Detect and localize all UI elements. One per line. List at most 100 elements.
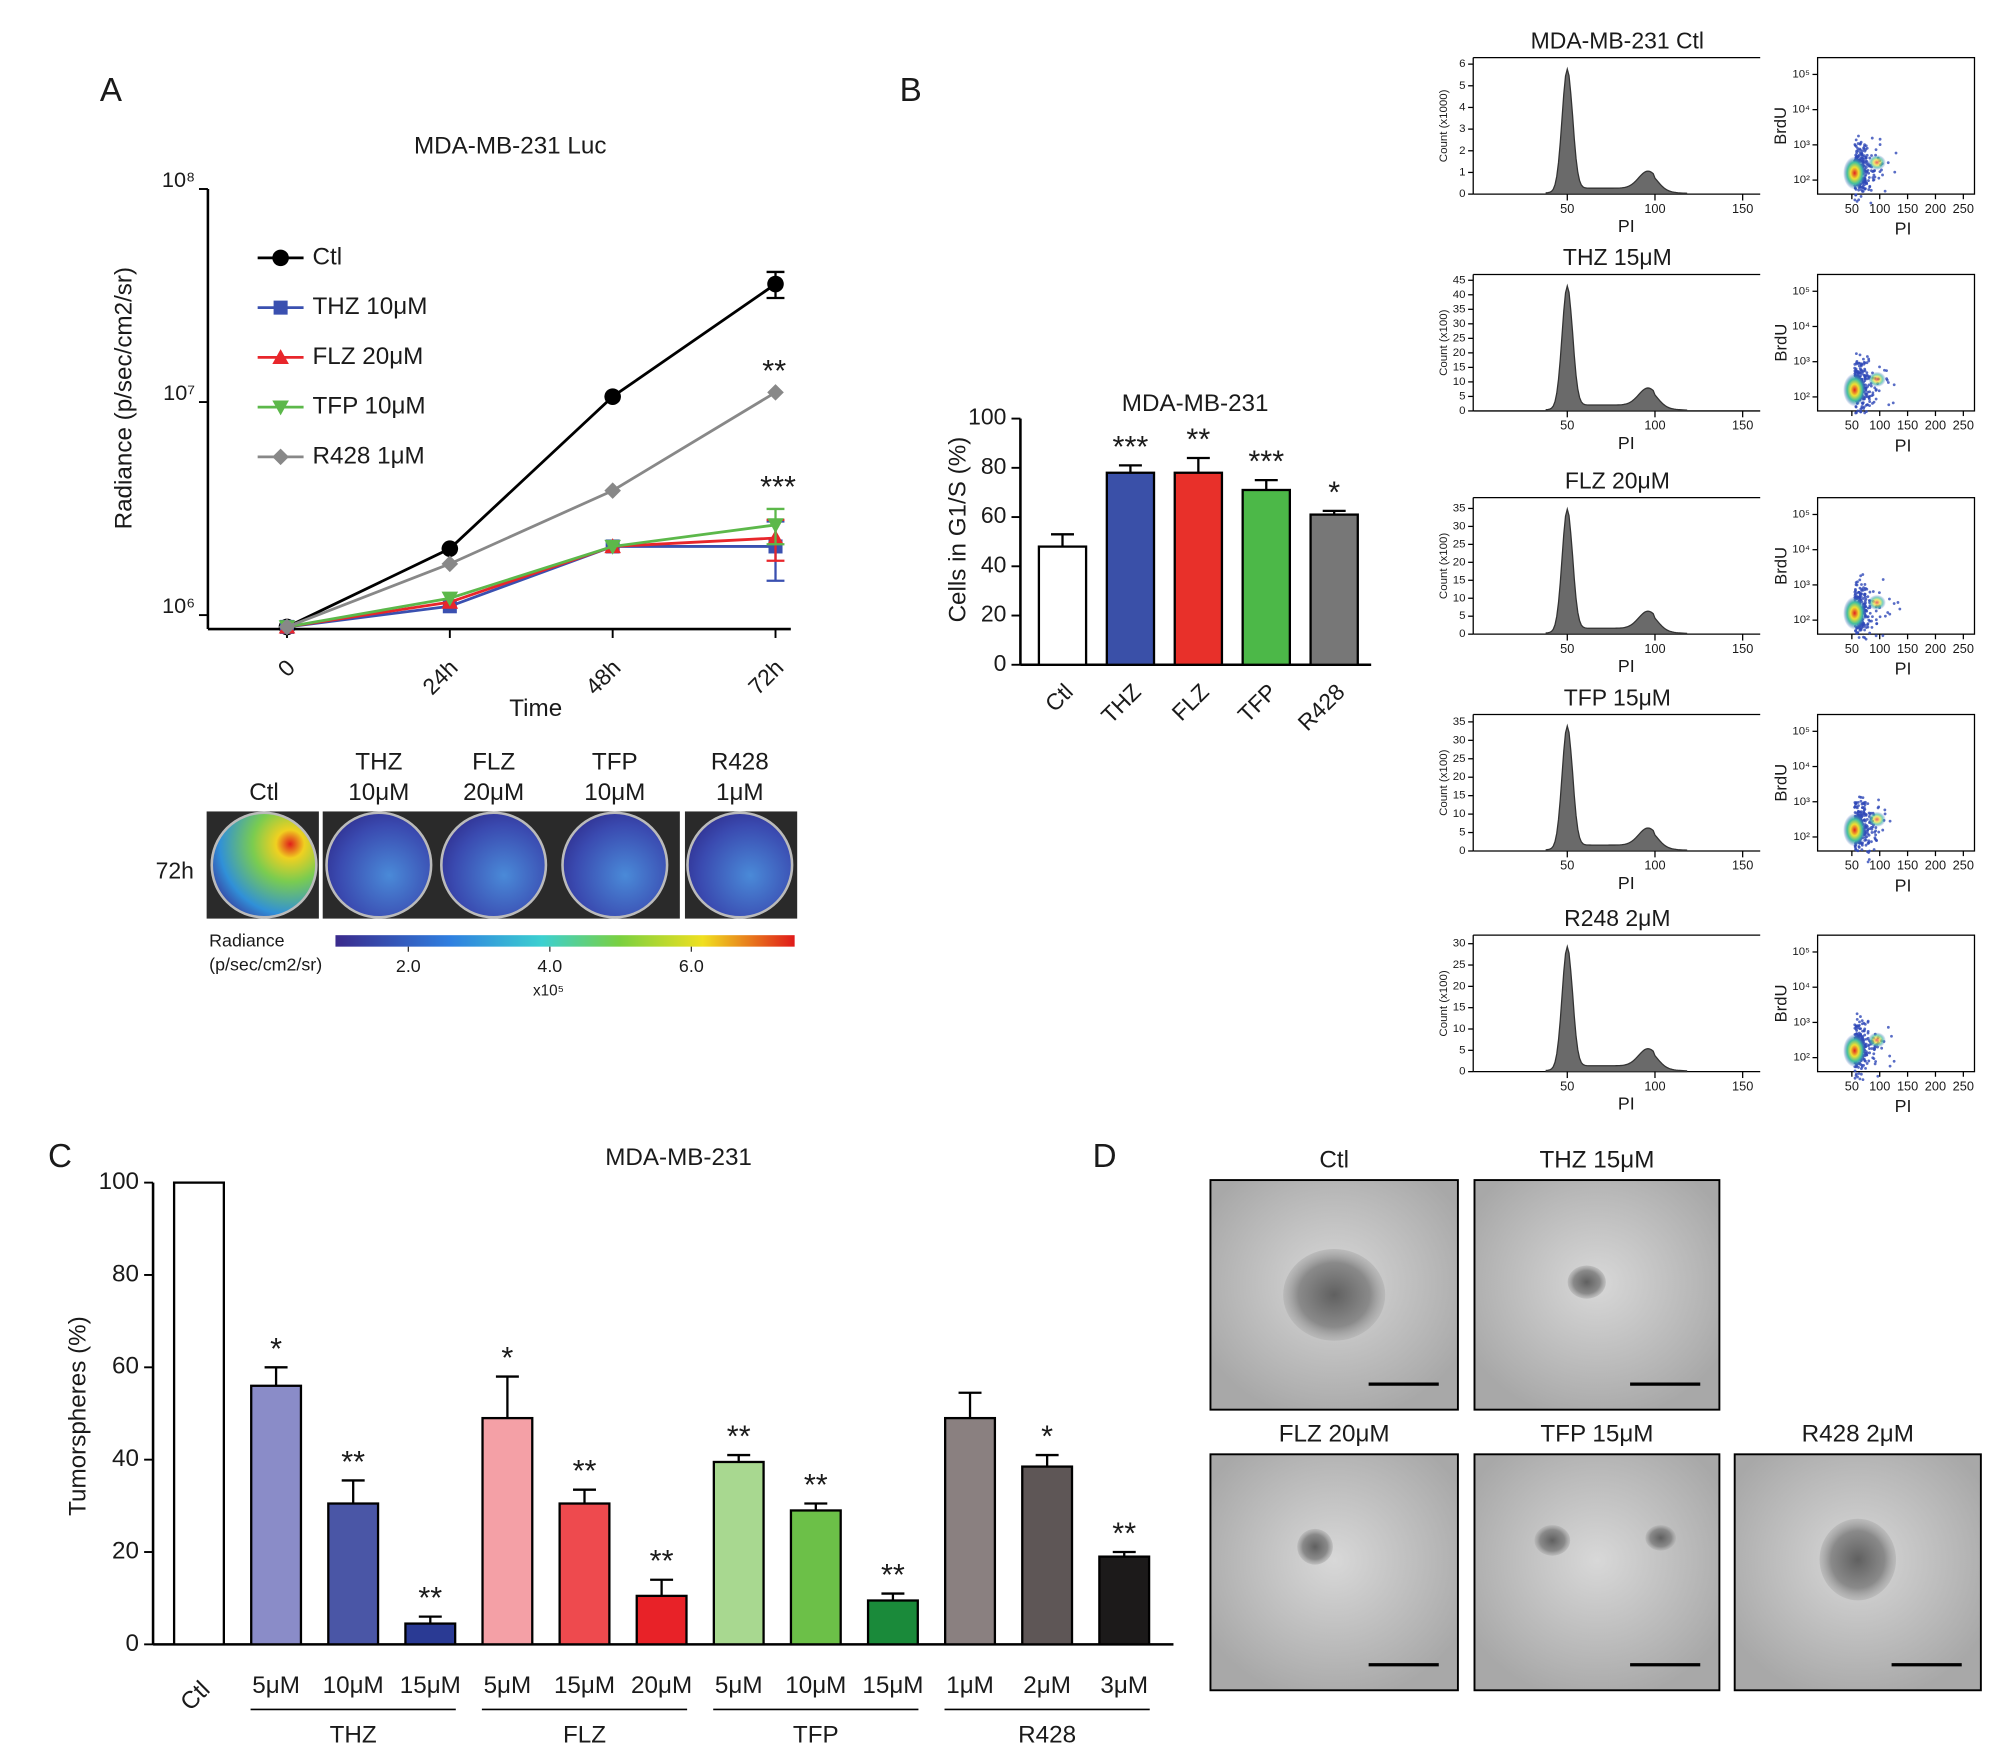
image-label: R428 2μM: [1802, 1421, 1914, 1448]
y-axis-label: Tumorspheres (%): [64, 1316, 91, 1516]
scatter-dot: [1874, 397, 1878, 401]
scatter-y-tick-label: 10³: [1793, 796, 1810, 808]
scatter-dot: [1864, 819, 1867, 823]
scatter-dot: [1870, 840, 1873, 844]
x-tick-label: 5μM: [484, 1672, 532, 1699]
bar: [1105, 471, 1156, 666]
scatter-y-label: BrdU: [1771, 764, 1790, 802]
colorbar-unit: x10⁵: [533, 982, 564, 999]
scatter-dot: [1859, 410, 1862, 414]
scatter-dot: [1876, 1074, 1880, 1078]
scatter-dot: [1856, 1026, 1860, 1030]
scatter-dot: [1871, 178, 1875, 182]
chart-title: MDA-MB-231 Luc: [414, 132, 606, 159]
panel-label: D: [1093, 1138, 1117, 1175]
scatter-dot: [1893, 170, 1897, 174]
histogram-shape: [1545, 506, 1688, 635]
scatter-dot: [1868, 400, 1872, 404]
scatter-core: [1868, 371, 1886, 387]
hist-y-tick-label: 3: [1459, 123, 1465, 135]
scatter-dot: [1862, 357, 1865, 361]
x-tick-label: 1μM: [946, 1672, 994, 1699]
hist-x-tick-label: 150: [1732, 201, 1753, 216]
scatter-x-tick-label: 50: [1845, 858, 1859, 873]
hist-y-tick-label: 0: [1459, 188, 1465, 200]
scatter-dot: [1888, 612, 1892, 616]
marker: [272, 349, 289, 365]
scatter-dot: [1864, 1059, 1867, 1063]
scatter-dot: [1861, 184, 1865, 188]
scatter-dot: [1872, 1052, 1876, 1056]
bar: [1021, 1465, 1074, 1646]
significance: **: [418, 1581, 442, 1615]
hist-y-tick-label: 5: [1459, 827, 1465, 839]
significance: *: [501, 1341, 513, 1375]
sphere-image: [1209, 1179, 1459, 1411]
y-tick-label: 60: [112, 1353, 139, 1380]
scatter-y-label: BrdU: [1771, 547, 1790, 585]
hist-y-label: Count (x100): [1438, 309, 1450, 375]
scatter-dot: [1867, 839, 1871, 843]
x-tick-label: Ctl: [175, 1676, 215, 1716]
x-tick-label: 15μM: [862, 1672, 923, 1699]
scatter-dot: [1860, 153, 1864, 157]
error-bar: [1118, 464, 1142, 473]
hist-y-tick-label: 5: [1459, 1044, 1465, 1056]
bar: [944, 1416, 997, 1646]
scatter-dot: [1892, 1059, 1896, 1063]
scatter-dot: [1861, 370, 1865, 373]
scatter-dot: [1863, 411, 1867, 415]
hist-x-tick-label: 150: [1732, 1078, 1753, 1093]
scatter-frame: [1816, 56, 1976, 195]
scatter-dot: [1855, 1012, 1859, 1016]
hist-y-tick-label: 4: [1459, 101, 1466, 113]
scatter-dot: [1861, 1078, 1865, 1081]
row-label: 72h: [156, 858, 194, 884]
y-axis-label: Radiance (p/sec/cm2/sr): [110, 267, 137, 529]
scatter-dot: [1878, 143, 1882, 146]
hist-y-tick-label: 5: [1459, 610, 1465, 622]
scatter-dot: [1857, 1072, 1861, 1075]
y-axis-label: Cells in G1/S (%): [945, 437, 972, 623]
scatter-x-tick-label: 150: [1897, 1078, 1918, 1093]
flow-title: MDA-MB-231 Ctl: [1531, 27, 1704, 53]
scatter-dot: [1853, 362, 1857, 366]
scatter-dot: [1896, 601, 1900, 604]
annotation: **: [762, 354, 786, 388]
scatter-dot: [1854, 847, 1858, 851]
y-tick-label: 10⁶: [162, 593, 195, 618]
bar: [1309, 513, 1359, 666]
series-line: [286, 545, 776, 629]
error-bar: [418, 1615, 442, 1624]
panel-label: A: [100, 72, 123, 109]
scatter-y-tick-label: 10⁵: [1792, 725, 1810, 737]
scatter-dot: [1867, 396, 1871, 400]
flow-title: TFP 15μM: [1564, 684, 1671, 710]
error-bar: [650, 1578, 674, 1596]
error-bar: [727, 1453, 751, 1462]
scatter-x-tick-label: 200: [1925, 858, 1946, 873]
colorbar: [335, 935, 795, 947]
scatter-dot: [1874, 1060, 1878, 1063]
image-label: 10μM: [348, 779, 409, 806]
scatter-dot: [1886, 1025, 1890, 1029]
scatter-y-label: BrdU: [1771, 324, 1790, 362]
bar: [866, 1599, 919, 1646]
scatter-dot: [1862, 405, 1866, 409]
scatter-dot: [1865, 355, 1869, 358]
scatter-y-tick-label: 10²: [1793, 614, 1810, 626]
significance: **: [727, 1420, 751, 1454]
error-bar: [573, 1488, 596, 1504]
significance: ***: [1113, 430, 1149, 464]
histogram-shape: [1545, 944, 1688, 1073]
histogram-shape: [1545, 66, 1688, 195]
hist-y-tick-label: 35: [1453, 716, 1466, 728]
bar: [789, 1509, 842, 1646]
scatter-dot: [1867, 188, 1871, 191]
well: [561, 811, 669, 919]
x-tick-label: 20μM: [631, 1672, 692, 1699]
bar: [404, 1622, 457, 1646]
scatter-y-tick-label: 10²: [1793, 831, 1810, 843]
scatter-dot: [1856, 849, 1860, 853]
scatter-dot: [1866, 842, 1870, 845]
